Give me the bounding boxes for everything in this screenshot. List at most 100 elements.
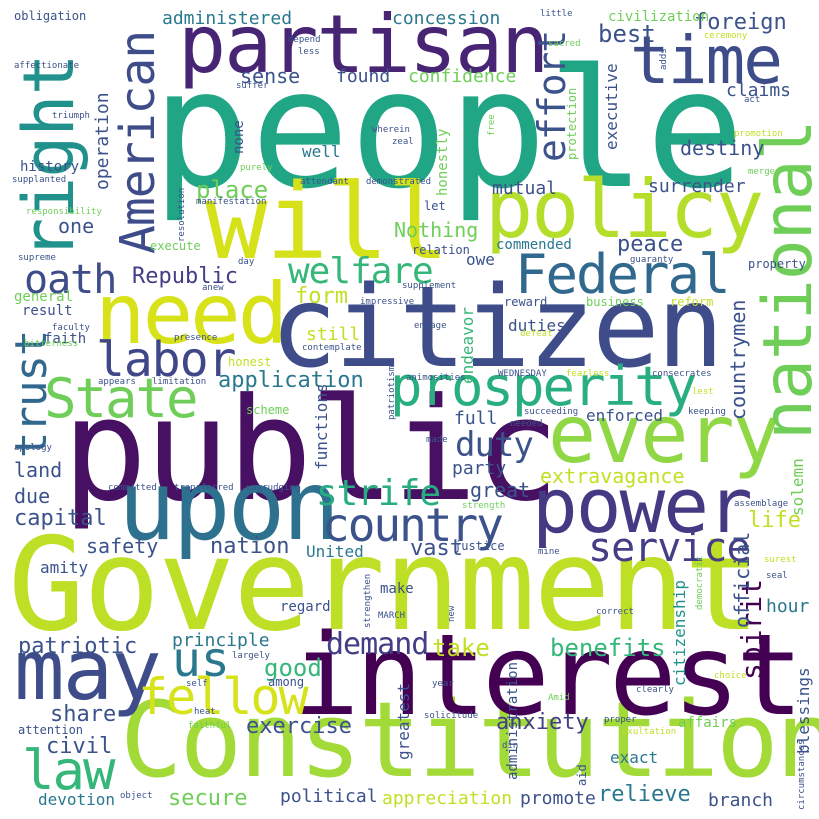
word-fellow: fellow [138, 668, 309, 726]
word-principle: principle [172, 630, 270, 651]
word-seal: seal [766, 571, 788, 581]
word-strife: strife [316, 473, 441, 514]
word-full: full [454, 408, 498, 429]
word-keeping: keeping [688, 407, 726, 417]
word-law: law [22, 739, 116, 802]
word-countrymen: countrymen [726, 299, 750, 420]
word-one: one [58, 214, 95, 238]
word-strengthen: strengthen [363, 573, 373, 628]
word-great: great [470, 478, 531, 502]
word-due: due [14, 484, 51, 508]
word-amid: Amid [548, 693, 570, 703]
word-attention: attention [18, 723, 84, 737]
word-faculty: faculty [52, 323, 90, 333]
word-owe: owe [466, 250, 495, 269]
word-march: MARCH [378, 611, 406, 621]
word-among: among [268, 675, 305, 689]
word-need: need [95, 265, 288, 363]
word-solemn: solemn [788, 458, 807, 516]
word-free: free [487, 114, 497, 136]
word-life: life [748, 508, 801, 533]
word-supplement: supplement [402, 281, 457, 291]
word-party: party [452, 458, 507, 479]
word-land: land [14, 458, 63, 482]
word-greatest: greatest [394, 682, 413, 760]
word-political: political [280, 786, 378, 807]
word-democratic: democratic [695, 555, 705, 610]
word-safety: safety [86, 534, 159, 558]
word-oath: oath [24, 257, 117, 303]
word-supplanted: supplanted [12, 175, 67, 185]
word-devotion: devotion [38, 790, 116, 809]
word-little: little [540, 9, 573, 19]
word-act: act [744, 95, 761, 105]
word-correct: correct [596, 607, 634, 617]
word-purely: purely [240, 163, 273, 173]
word-exact: exact [610, 748, 659, 767]
word-relieve: relieve [598, 782, 691, 807]
word-functions: functions [312, 383, 331, 470]
word-execute: execute [150, 239, 201, 253]
word-none: none [231, 120, 247, 154]
word-hour: hour [766, 596, 810, 617]
word-promote: promote [520, 788, 596, 809]
word-ungrudging: ungrudging [246, 483, 301, 493]
word-affairs: affairs [678, 715, 738, 731]
word-confidence: confidence [408, 66, 517, 87]
word-contemplate: contemplate [302, 343, 362, 353]
word-relation: relation [412, 243, 470, 257]
word-zeal: zeal [392, 137, 414, 147]
word-may: may [14, 621, 162, 719]
word-take: take [432, 634, 490, 662]
word-still: still [306, 324, 361, 345]
word-din: din [502, 741, 519, 751]
word-official: official [730, 531, 754, 628]
word-responsibility: responsibility [26, 207, 102, 217]
word-citizen: citizen [270, 263, 724, 393]
word-bitterness: bitterness [24, 339, 79, 349]
word-merged: merged [748, 167, 781, 177]
word-general: general [14, 289, 74, 305]
word-obligation: obligation [14, 9, 87, 23]
word-us: us [172, 632, 230, 688]
word-supreme: supreme [18, 253, 56, 263]
word-demonstrated: demonstrated [366, 177, 432, 187]
word-power: power [532, 461, 753, 550]
word-prosperity: prosperity [390, 355, 697, 418]
word-assemblage: assemblage [734, 499, 789, 509]
word-exultation: exultation [622, 727, 677, 737]
word-animosities: animosities [406, 373, 466, 383]
word-concession: concession [392, 8, 501, 29]
word-welfare: welfare [288, 251, 434, 292]
word-transferred: transferred [174, 483, 234, 493]
word-will: will [205, 161, 449, 283]
word-extravagance: extravagance [540, 464, 685, 488]
word-public: public [62, 368, 560, 533]
word-republic: Republic [132, 264, 238, 289]
word-time: time [630, 22, 783, 99]
word-manifestation: manifestation [196, 197, 267, 207]
word-federal: Federal [515, 243, 731, 306]
word-partisan: partisan [178, 0, 549, 91]
word-found: found [336, 66, 391, 87]
word-form: form [295, 284, 348, 309]
word-enforced: enforced [586, 406, 664, 425]
word-citizenship: citizenship [670, 580, 689, 686]
word-limitation: limitation [152, 377, 207, 387]
word-mine: mine [538, 547, 560, 557]
word-trust: trust [6, 330, 57, 458]
word-guaranty: guaranty [630, 255, 674, 265]
word-civil: civil [46, 734, 113, 759]
word-duty: duty [455, 425, 534, 465]
word-made: made [426, 435, 448, 445]
word-amity: amity [40, 558, 89, 577]
word-surrender: surrender [648, 176, 746, 197]
word-patriotic: patriotic [18, 634, 138, 659]
word-executive: executive [602, 63, 621, 150]
word-honest: honest [228, 355, 272, 369]
word-ceremony: ceremony [704, 31, 748, 41]
word-patriotism: patriotism [387, 365, 397, 420]
word-defeat: defeat [520, 329, 553, 339]
word-adds: adds [659, 48, 669, 70]
word-benefits: benefits [550, 634, 666, 662]
